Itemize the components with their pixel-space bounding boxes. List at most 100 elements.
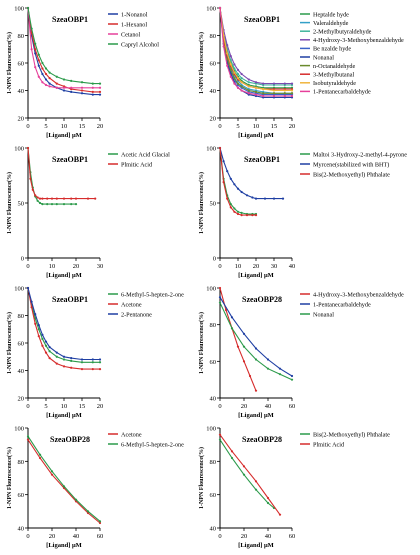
data-point (247, 81, 250, 84)
data-point (41, 203, 44, 206)
x-tick-label: 10 (49, 263, 56, 270)
y-axis-label: 1-NPN Flourescence(%) (198, 172, 205, 234)
y-tick-label: 60 (18, 61, 25, 68)
data-point (226, 44, 229, 47)
data-point (98, 521, 102, 525)
data-point (38, 453, 42, 456)
legend-label: Bis(2-Methoxyethyl) Phthalate (313, 431, 390, 438)
series-line-2 (219, 434, 281, 516)
data-point (226, 57, 229, 60)
chart-title: SzeaOBP1 (52, 15, 88, 24)
y-tick-label: 20 (18, 396, 25, 403)
y-tick-label: 100 (206, 286, 216, 293)
data-point (44, 78, 48, 81)
x-tick-label: 30 (271, 263, 278, 270)
data-point (272, 82, 276, 85)
x-tick-label: 0 (218, 403, 221, 410)
y-tick-label: 40 (18, 526, 25, 533)
data-point (218, 438, 222, 441)
y-tick-label: 100 (206, 6, 216, 13)
x-axis-label: [Ligand] μM (238, 132, 274, 139)
data-point (98, 361, 102, 364)
data-point (30, 300, 33, 303)
x-tick-label: 20 (253, 263, 260, 270)
data-point (224, 308, 228, 312)
data-point (41, 344, 44, 347)
y-axis-label: 1-NPN Flourescence(%) (6, 312, 13, 374)
legend-label: Acetone (121, 301, 142, 308)
data-point (70, 90, 73, 93)
data-point (251, 196, 254, 199)
y-tick-label: 60 (18, 492, 25, 499)
legend-label: Nonanal (313, 54, 334, 61)
data-point (290, 92, 294, 95)
data-point (37, 53, 40, 56)
chart-title: SzeaOBP28 (242, 435, 282, 444)
x-axis-label: [Ligand] μM (46, 272, 82, 279)
x-tick-label: 10 (253, 123, 260, 130)
chart-panel-3: 0 50 100 0 10 20 30 [Ligand] μM 1-NPN Flourescen… (6, 146, 170, 280)
data-point (290, 89, 294, 92)
data-point (233, 67, 236, 70)
y-tick-label: 100 (14, 286, 24, 293)
y-tick-label: 0 (213, 256, 216, 263)
data-point (62, 355, 66, 358)
chart-title: SzeaOBP28 (50, 435, 90, 444)
data-point (44, 83, 48, 87)
x-axis-label: [Ligand] μM (46, 542, 82, 549)
data-point (98, 90, 102, 93)
data-point (55, 203, 58, 206)
y-tick-label: 60 (210, 61, 217, 68)
data-point (80, 361, 84, 364)
y-tick-label: 80 (210, 33, 217, 40)
data-point (34, 313, 37, 316)
chart-title: SzeaOBP1 (244, 155, 280, 164)
x-tick-label: 60 (289, 403, 296, 410)
data-point (26, 286, 30, 290)
legend-label: 1-Hexanol (121, 21, 147, 28)
data-point (245, 194, 249, 197)
data-point (233, 77, 236, 80)
data-point (262, 82, 265, 85)
chart-panel-1: 20 40 60 80 100 0 5 10 15 20 [Ligand] μM 1-NPN Flou… (6, 6, 159, 140)
data-point (70, 359, 73, 362)
y-tick-label: 80 (18, 33, 25, 40)
legend-label: Capryl Alcohol (121, 41, 159, 48)
data-point (230, 316, 234, 319)
y-tick-label: 20 (18, 116, 25, 123)
data-point (254, 480, 258, 483)
y-tick-label: 80 (210, 459, 217, 466)
series-line-2 (219, 296, 293, 377)
data-point (34, 322, 37, 325)
data-point (55, 351, 58, 354)
data-point (290, 374, 294, 378)
series-line-3 (219, 147, 256, 216)
data-point (218, 433, 222, 436)
data-point (41, 72, 44, 76)
data-point (98, 86, 102, 89)
data-point (37, 59, 40, 62)
data-point (254, 86, 258, 89)
data-point (48, 82, 51, 85)
legend-label: 4-Hydroxy-3-Methoxybenzaldehyde (313, 291, 404, 298)
data-point (242, 332, 246, 335)
data-point (240, 85, 243, 88)
series-line-2 (27, 435, 101, 522)
legend-label: Nonanal (313, 311, 334, 318)
series-line-1 (219, 439, 275, 509)
data-point (74, 498, 78, 501)
data-point (229, 63, 232, 66)
y-tick-label: 50 (18, 201, 25, 208)
data-point (229, 68, 232, 71)
data-point (222, 160, 225, 163)
data-point (29, 177, 32, 180)
x-tick-label: 20 (241, 533, 248, 540)
data-point (236, 212, 240, 216)
data-point (55, 197, 58, 200)
data-point (226, 52, 229, 55)
data-point (229, 59, 232, 62)
data-point (44, 67, 48, 70)
data-point (41, 67, 44, 70)
data-point (281, 197, 285, 200)
